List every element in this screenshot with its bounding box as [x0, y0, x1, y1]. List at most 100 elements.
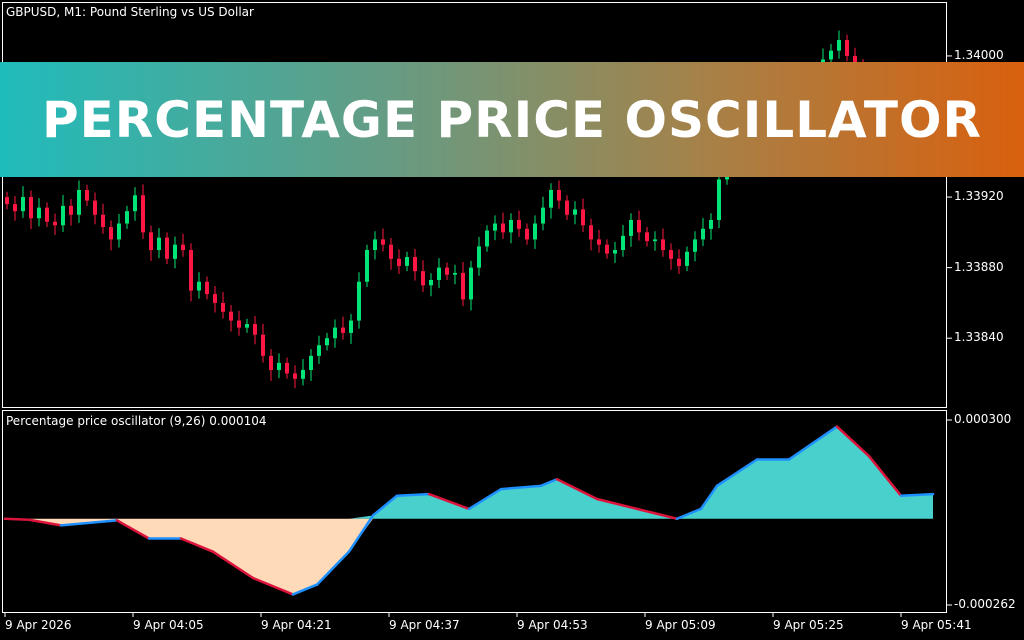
- candle-body: [349, 320, 353, 333]
- candle-body: [149, 232, 153, 250]
- candle-body: [485, 230, 489, 247]
- candle-body: [37, 207, 41, 219]
- x-tick-label: 9 Apr 2026: [5, 618, 72, 632]
- candle-body: [405, 257, 409, 266]
- candle-body: [437, 267, 441, 280]
- candle-body: [829, 50, 833, 60]
- oscillator-line-segment: [27, 518, 63, 527]
- candle-body: [269, 355, 273, 370]
- candle-body: [357, 281, 361, 321]
- oscillator-line-segment: [867, 454, 903, 497]
- candle-body: [565, 200, 569, 215]
- oscillator-line-segment: [59, 519, 119, 527]
- candle-body: [533, 223, 537, 240]
- oscillator-line-segment: [899, 492, 935, 497]
- oscillator-line-segment: [675, 507, 703, 521]
- candle-body: [365, 249, 369, 282]
- x-tick-label: 9 Apr 04:53: [517, 618, 588, 632]
- candle-body: [325, 338, 329, 346]
- candle-body: [397, 258, 401, 266]
- candle-body: [461, 272, 465, 300]
- candle-body: [133, 195, 137, 212]
- candle-body: [661, 239, 665, 250]
- oscillator-line-segment: [699, 484, 719, 511]
- oscillator-line-segment: [347, 514, 375, 553]
- candle-body: [653, 239, 657, 242]
- candle-body: [701, 228, 705, 240]
- candle-body: [501, 223, 505, 233]
- candle-body: [381, 239, 385, 245]
- candle-body: [677, 258, 681, 266]
- main-panel-frame: [2, 2, 947, 408]
- oscillator-title: Percentage price oscillator (9,26) 0.000…: [6, 414, 267, 428]
- candle-body: [469, 267, 473, 300]
- oscillator-line-segment: [635, 507, 679, 521]
- candle-body: [709, 219, 713, 229]
- candle-body: [493, 223, 497, 231]
- candle-body: [613, 249, 617, 254]
- candle-body: [429, 279, 433, 286]
- candle-body: [13, 204, 17, 212]
- y-tick-label: 0.000300: [954, 412, 1012, 426]
- candle-body: [45, 207, 49, 222]
- candle-body: [221, 302, 225, 312]
- candle-body: [421, 271, 425, 286]
- y-tick-label: 1.33840: [954, 330, 1004, 345]
- candle-body: [541, 207, 545, 224]
- candle-body: [205, 281, 209, 295]
- candle-body: [77, 190, 81, 215]
- candle-body: [197, 281, 201, 291]
- candle-body: [245, 324, 249, 328]
- candle-body: [61, 205, 65, 226]
- oscillator-line-segment: [291, 583, 319, 596]
- candle-body: [645, 232, 649, 242]
- candle-body: [477, 246, 481, 268]
- candle-body: [189, 249, 193, 291]
- oscillator-line-segment: [3, 517, 31, 521]
- oscillator: [3, 425, 935, 596]
- candle-body: [549, 190, 553, 208]
- candle-body: [445, 267, 449, 275]
- candle-body: [589, 225, 593, 240]
- oscillator-line-segment: [499, 484, 543, 491]
- candle-body: [581, 209, 585, 226]
- candle-body: [837, 40, 841, 51]
- candle-body: [453, 272, 457, 275]
- oscillator-line-segment: [395, 492, 431, 497]
- candle-body: [845, 40, 849, 56]
- candle-body: [509, 219, 513, 233]
- candle-body: [53, 221, 57, 226]
- candle-body: [125, 211, 129, 224]
- candle-body: [109, 227, 113, 240]
- candle-body: [573, 209, 577, 215]
- candle-body: [517, 219, 521, 229]
- candle-body: [213, 294, 217, 303]
- candle-body: [317, 345, 321, 356]
- x-tick-label: 9 Apr 05:25: [773, 618, 844, 632]
- candle-body: [29, 197, 33, 219]
- x-tick-label: 9 Apr 04:21: [261, 618, 332, 632]
- candle-body: [309, 355, 313, 370]
- candle-body: [101, 214, 105, 228]
- candle-body: [165, 237, 169, 259]
- x-tick-label: 9 Apr 05:09: [645, 618, 716, 632]
- candle-body: [685, 251, 689, 266]
- oscillator-panel-frame: [2, 410, 947, 613]
- candle-body: [237, 320, 241, 328]
- candle-body: [717, 179, 721, 220]
- candle-body: [293, 373, 297, 379]
- title-banner: PERCENTAGE PRICE OSCILLATOR: [0, 62, 1024, 177]
- candle-body: [93, 200, 97, 215]
- candle-body: [141, 195, 145, 233]
- candle-body: [261, 334, 265, 356]
- candle-body: [629, 219, 633, 236]
- candle-body: [157, 237, 161, 250]
- y-tick-label: 1.33880: [954, 259, 1004, 274]
- candle-body: [173, 244, 177, 259]
- oscillator-line-segment: [115, 519, 151, 540]
- oscillator-line-segment: [467, 487, 503, 511]
- candle-body: [69, 205, 73, 215]
- candle-body: [285, 362, 289, 374]
- oscillator-line-segment: [251, 576, 295, 596]
- candle-body: [277, 362, 281, 370]
